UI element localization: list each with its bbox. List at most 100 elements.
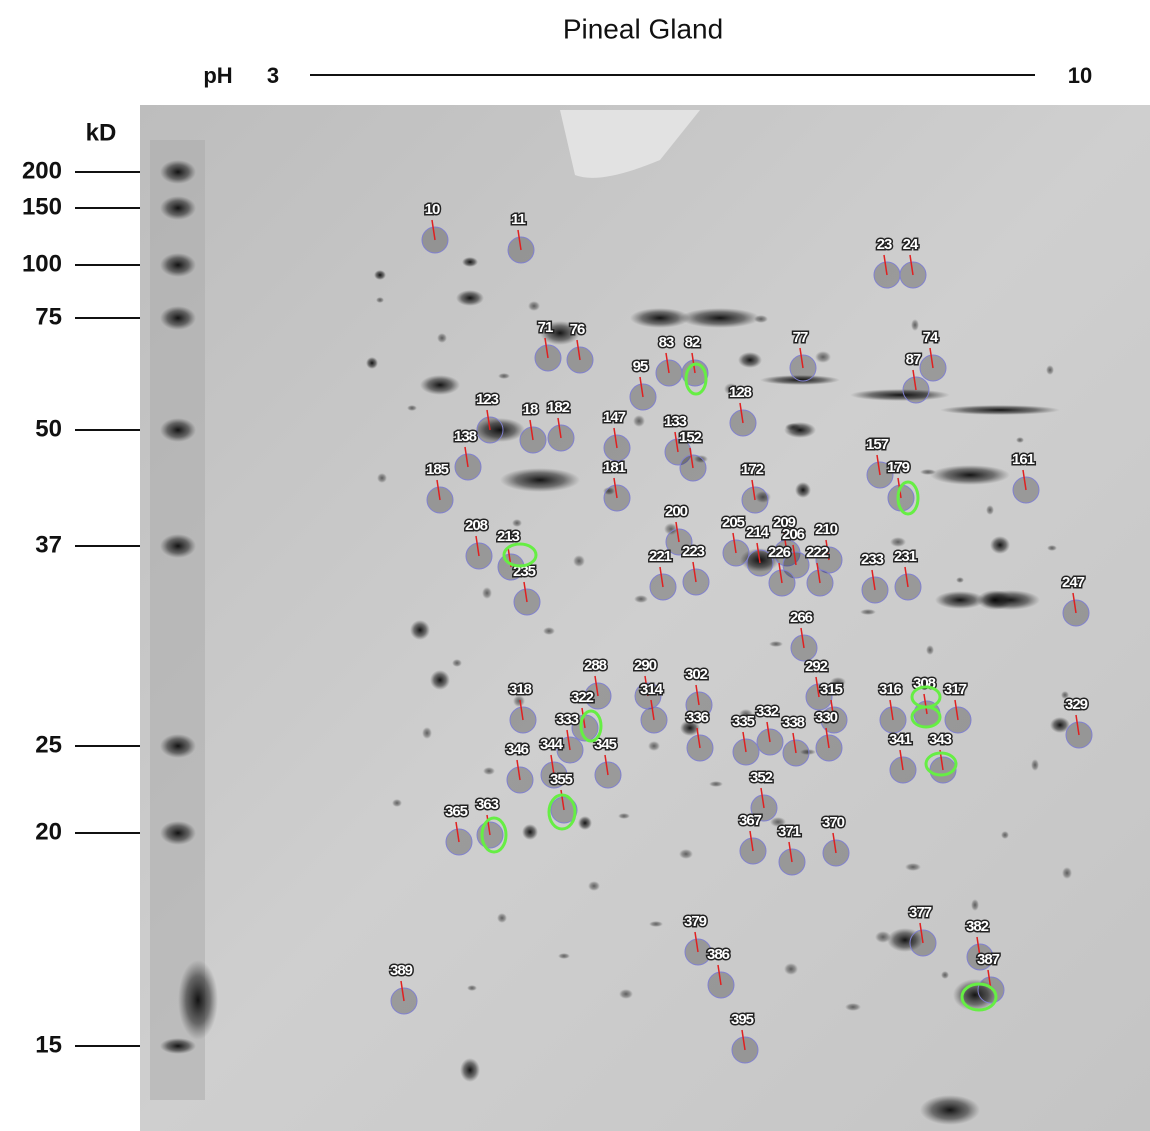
spot-label: 352 [750, 769, 773, 786]
gel-spot [498, 373, 510, 379]
highlight-ring [502, 542, 538, 568]
gel-spot [558, 953, 570, 959]
spot-label: 18 [523, 401, 538, 418]
spot-pointer [792, 732, 797, 754]
gel-spot [956, 577, 964, 583]
ladder-band [178, 960, 218, 1040]
gel-spot [911, 319, 919, 331]
marker-label: 15 [35, 1031, 62, 1058]
spot-pointer [717, 964, 722, 986]
gel-spot [680, 308, 760, 328]
spot-label: 157 [866, 436, 889, 453]
spot-label: 128 [729, 384, 752, 401]
marker-label: 200 [22, 157, 62, 184]
spot-pointer [486, 814, 491, 836]
spot-label: 138 [454, 428, 477, 445]
spot-pointer [792, 544, 797, 566]
gel-spot [649, 921, 663, 927]
gel-spot [460, 1058, 480, 1082]
spot-label: 205 [722, 514, 745, 531]
spot-pointer [783, 532, 788, 554]
spot-label: 231 [894, 548, 917, 565]
gel-spot [462, 257, 478, 267]
gel-spot [926, 645, 934, 655]
spot-label: 322 [571, 689, 594, 706]
spot-label: 355 [550, 771, 573, 788]
spot-pointer [788, 841, 793, 863]
gel-spot [875, 931, 891, 943]
spot-pointer [400, 980, 405, 1002]
gel-spot [475, 418, 525, 442]
spot-label: 346 [506, 741, 529, 758]
spot-pointer [742, 731, 747, 753]
spot-label: 315 [820, 681, 843, 698]
spot-label: 24 [903, 236, 919, 253]
spot-label: 314 [640, 681, 664, 698]
spot-label: 95 [633, 358, 648, 375]
spot-label: 214 [746, 524, 770, 541]
spot-pointer [919, 922, 924, 944]
spot-pointer [904, 566, 909, 588]
spot-label: 365 [445, 803, 468, 820]
spot-pointer [650, 699, 655, 721]
marker-label: 25 [35, 731, 62, 758]
gel-spot [770, 817, 786, 827]
gel-spot [588, 881, 600, 891]
spot-pointer [695, 684, 700, 706]
gel-spot [528, 301, 540, 311]
spot-label: 77 [793, 329, 808, 346]
gel-spot [990, 536, 1010, 554]
marker-label: 37 [35, 531, 62, 558]
spot-pointer [665, 352, 670, 374]
gel-spot [366, 357, 378, 369]
spot-label: 147 [603, 409, 626, 426]
spot-pointer [1072, 592, 1077, 614]
spot-label: 161 [1012, 451, 1035, 468]
spot-pointer [519, 699, 524, 721]
spot-label: 317 [944, 681, 967, 698]
spot-label: 344 [540, 736, 564, 753]
spot-pointer [576, 339, 581, 361]
spot-pointer [883, 254, 888, 276]
spot-label: 206 [782, 526, 805, 543]
spot-label: 288 [584, 657, 607, 674]
spot-pointer [825, 727, 830, 749]
spot-label: 87 [906, 351, 921, 368]
spot-label: 82 [685, 334, 700, 351]
spot-pointer [696, 727, 701, 749]
spot-pointer [756, 542, 761, 564]
gel-spot [709, 781, 723, 787]
gel-spot [452, 659, 462, 667]
ladder-band [160, 821, 196, 845]
gel-spot [630, 308, 690, 328]
gel-spot [456, 290, 484, 306]
gel-spot [1001, 831, 1009, 839]
gel-spot [619, 989, 633, 999]
spot-pointer [741, 1029, 746, 1051]
spot-pointer [732, 532, 737, 554]
spot-label: 387 [977, 951, 1000, 968]
spot-pointer [674, 431, 679, 453]
gel-spot [578, 816, 592, 830]
gel-spot [430, 670, 450, 690]
gel-spot [482, 587, 492, 599]
spot-pointer [557, 417, 562, 439]
gel-spot [845, 1003, 861, 1011]
spot-pointer [1075, 714, 1080, 736]
highlight-ring [547, 793, 577, 831]
gel-spot [754, 315, 768, 323]
spot-pointer [749, 830, 754, 852]
spot-label: 389 [390, 962, 413, 979]
gel-spot [940, 405, 1060, 415]
gel-spot [785, 423, 801, 431]
gel-spot [739, 709, 753, 719]
spot-pointer [516, 759, 521, 781]
spot-pointer [529, 419, 534, 441]
gel-spot [905, 863, 921, 871]
gel-spot [800, 749, 816, 755]
spot-label: 247 [1062, 574, 1085, 591]
gel-spot [540, 321, 580, 345]
spot-pointer [639, 376, 644, 398]
spot-pointer [871, 569, 876, 591]
gel-spot [634, 595, 648, 603]
